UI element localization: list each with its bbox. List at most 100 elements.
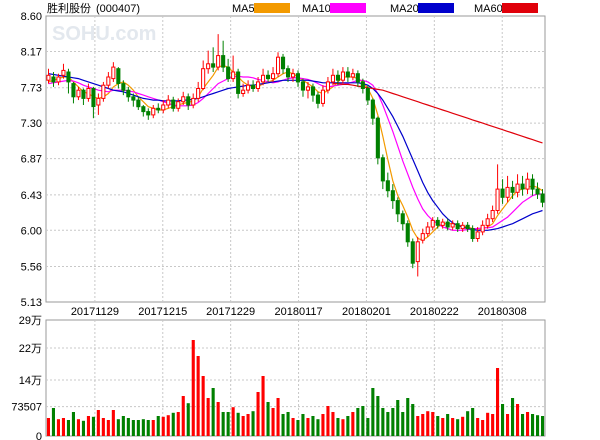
volume-bar: [166, 415, 170, 436]
candle-body: [425, 226, 430, 235]
candle: [151, 105, 156, 119]
volume-bar: [116, 419, 120, 436]
volume-bar: [466, 411, 470, 436]
volume-bar: [256, 392, 260, 436]
chart-header: 胜利股份 (000407): [47, 1, 140, 15]
stock-name: 胜利股份: [47, 1, 91, 15]
candle-body: [256, 81, 261, 90]
ma-line-ma10: [48, 75, 543, 231]
candle: [300, 78, 305, 97]
volume-bar: [136, 420, 140, 436]
candle: [246, 80, 251, 94]
candle-body: [475, 231, 480, 239]
volume-bar: [456, 419, 460, 436]
candle-body: [330, 74, 335, 83]
candle-body: [540, 193, 545, 203]
candle: [156, 103, 161, 114]
volume-bar: [316, 419, 320, 436]
volume-bar: [361, 406, 365, 436]
candle: [450, 220, 455, 231]
volume-bar: [151, 420, 155, 436]
date-tick-label: 20180222: [410, 306, 459, 318]
legend-label-ma20: MA20: [390, 3, 419, 15]
candle-body: [201, 68, 206, 89]
candle: [171, 96, 176, 112]
volume-bar: [61, 418, 65, 436]
candle-body: [131, 96, 136, 101]
candle-body: [261, 74, 266, 83]
legend-label-ma60: MA60: [474, 3, 503, 15]
candle: [71, 81, 76, 104]
sohu-watermark: SOHU.com: [52, 23, 156, 45]
candle: [211, 47, 216, 73]
volume-bar: [156, 416, 160, 436]
candle: [370, 98, 375, 125]
candle: [141, 105, 146, 117]
volume-bar: [521, 414, 525, 436]
legend-swatch-ma20: [418, 3, 454, 13]
candle: [495, 164, 500, 214]
volume-bar: [91, 416, 95, 436]
candle-body: [460, 224, 465, 230]
volume-bar: [476, 418, 480, 436]
volume-bar: [96, 410, 100, 436]
candle: [485, 213, 490, 229]
date-tick-label: 20180117: [274, 306, 322, 318]
candle-body: [196, 88, 201, 99]
candle-body: [81, 89, 86, 99]
candle-body: [141, 106, 146, 113]
volume-bars: [46, 340, 545, 436]
volume-bar: [331, 412, 335, 436]
candle: [236, 68, 241, 99]
candle-body: [231, 71, 236, 80]
candle: [186, 93, 191, 110]
volume-bar: [231, 407, 235, 436]
volume-bar: [286, 412, 290, 436]
candle: [191, 93, 196, 109]
candle: [251, 80, 256, 92]
candle: [340, 67, 345, 84]
candle: [241, 83, 246, 97]
ma-line-ma20: [48, 73, 543, 231]
candle-body: [385, 180, 390, 192]
candle-body: [350, 73, 355, 78]
candle: [420, 228, 425, 244]
candle-body: [455, 223, 460, 230]
volume-bar: [416, 416, 420, 436]
candle-body: [310, 86, 315, 96]
candle: [460, 222, 465, 232]
volume-bar: [471, 408, 475, 436]
candle-body: [216, 55, 221, 68]
price-tick-label: 8.17: [21, 46, 42, 58]
volume-bar: [326, 406, 330, 436]
legend-swatch-ma10: [330, 3, 366, 13]
candle-body: [211, 63, 216, 68]
candle-body: [91, 88, 96, 108]
candle: [66, 68, 71, 94]
candle: [291, 68, 296, 82]
candle: [261, 68, 266, 86]
candle: [271, 67, 276, 82]
price-tick-label: 7.30: [21, 118, 42, 130]
candle: [490, 205, 495, 223]
candle: [430, 217, 435, 231]
candle: [256, 76, 261, 92]
candle-body: [101, 84, 106, 99]
candle: [375, 116, 380, 165]
volume-tick-label: 22万: [19, 343, 42, 355]
candle: [221, 40, 226, 73]
candle-body: [535, 188, 540, 195]
candle: [365, 85, 370, 106]
volume-bar: [431, 412, 435, 436]
legend-label-ma10: MA10: [302, 3, 331, 15]
candle-body: [146, 111, 151, 116]
volume-bar: [356, 408, 360, 436]
candle: [201, 60, 206, 91]
candle-body: [291, 73, 296, 78]
candle-body: [116, 68, 121, 84]
candle-body: [480, 224, 485, 233]
candle-body: [126, 89, 131, 98]
volume-bar: [121, 416, 125, 436]
candle: [320, 85, 325, 107]
candle-body: [370, 99, 375, 119]
